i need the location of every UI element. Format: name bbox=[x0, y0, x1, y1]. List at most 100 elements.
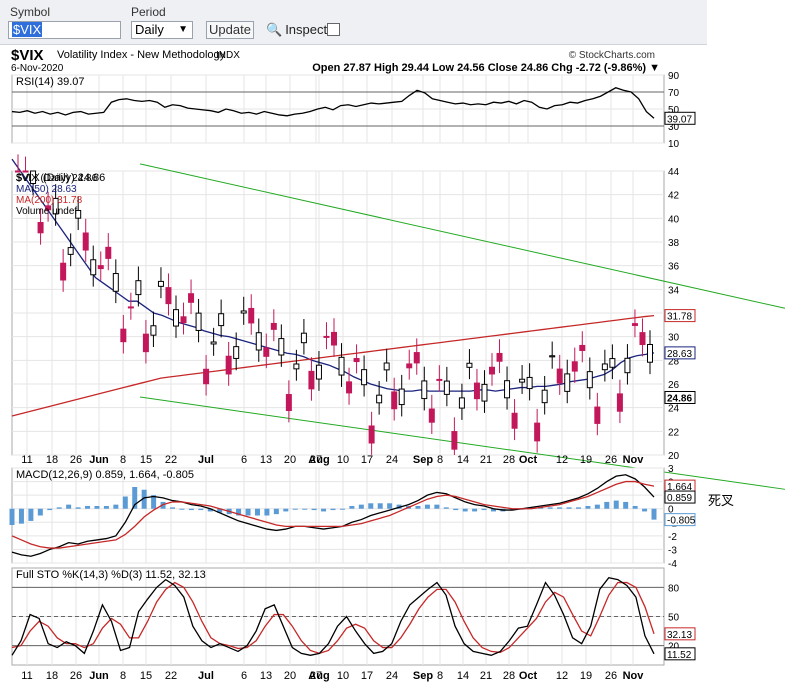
value-box-label: 28.63 bbox=[667, 349, 692, 360]
panel-frame bbox=[11, 467, 665, 564]
macd-histogram-bar bbox=[396, 504, 402, 509]
candle-body bbox=[255, 332, 262, 351]
candle-body bbox=[443, 380, 450, 395]
y-tick-label: 50 bbox=[668, 613, 680, 624]
macd-histogram-bar bbox=[453, 508, 459, 511]
candle-body bbox=[413, 352, 420, 364]
x-tick-label: Oct bbox=[519, 454, 538, 466]
candle-body bbox=[496, 352, 503, 362]
x-tick-label: 17 bbox=[361, 670, 373, 682]
ohlc-readout: Open 27.87 High 29.44 Low 24.56 Close 24… bbox=[312, 62, 660, 74]
y-tick-label: 30 bbox=[668, 122, 680, 133]
candle-body bbox=[142, 333, 149, 353]
candle-body bbox=[504, 380, 511, 399]
x-tick-label: 26 bbox=[70, 670, 82, 682]
candle-body bbox=[353, 358, 360, 363]
macd-histogram-bar bbox=[538, 507, 544, 509]
y-tick-label: 42 bbox=[668, 191, 680, 202]
y-tick-label: 80 bbox=[668, 583, 680, 594]
candle-body bbox=[564, 373, 571, 392]
macd-histogram-bar bbox=[151, 495, 157, 509]
macd-histogram-bar bbox=[207, 508, 213, 512]
macd-histogram-bar bbox=[283, 508, 289, 512]
chart-title-symbol: $VIX bbox=[11, 47, 44, 64]
x-tick-label: 20 bbox=[284, 454, 296, 466]
x-tick-label: Aug bbox=[308, 670, 329, 682]
candle-body bbox=[609, 358, 616, 368]
candle-body bbox=[263, 347, 270, 357]
candle-body bbox=[127, 306, 134, 309]
ma200-line bbox=[11, 314, 655, 417]
value-box-label: 11.52 bbox=[667, 650, 692, 661]
legend-entry: MA(200) 31.78 bbox=[16, 195, 83, 206]
candle-body bbox=[120, 328, 127, 343]
macd-histogram-bar bbox=[311, 508, 317, 511]
x-tick-label: 20 bbox=[284, 670, 296, 682]
candle-body bbox=[556, 368, 563, 384]
y-tick-label: 30 bbox=[668, 333, 680, 344]
candle-body bbox=[526, 376, 533, 390]
value-box-label: 24.86 bbox=[667, 393, 692, 404]
x-tick-label: Nov bbox=[623, 454, 645, 466]
value-box bbox=[664, 513, 696, 527]
x-tick-label: 24 bbox=[386, 454, 398, 466]
symbol-label: Symbol bbox=[10, 5, 51, 19]
macd-histogram-bar bbox=[387, 503, 393, 509]
candle-body bbox=[300, 332, 307, 344]
candle-body bbox=[473, 382, 480, 400]
symbol-input[interactable]: $VIX bbox=[8, 21, 121, 39]
x-tick-label: 14 bbox=[457, 670, 469, 682]
candle-body bbox=[323, 335, 330, 338]
x-tick-label: 24 bbox=[386, 670, 398, 682]
y-tick-label: 10 bbox=[668, 139, 680, 150]
candle-body bbox=[421, 380, 428, 400]
x-tick-label: 6 bbox=[241, 454, 247, 466]
candle-body bbox=[428, 408, 435, 423]
macd-histogram-bar bbox=[434, 504, 440, 509]
candle-body bbox=[82, 232, 89, 251]
period-select[interactable]: Daily ▼ bbox=[131, 21, 193, 39]
macd-histogram-bar bbox=[443, 507, 449, 509]
signal-line bbox=[11, 480, 655, 549]
macd-histogram-bar bbox=[122, 496, 128, 509]
candle-body bbox=[368, 425, 375, 444]
macd-histogram-bar bbox=[358, 504, 364, 509]
macd-histogram-bar bbox=[557, 507, 563, 509]
candle-body bbox=[383, 362, 390, 371]
candle-body bbox=[45, 205, 52, 211]
macd-histogram-bar bbox=[509, 508, 515, 511]
macd-histogram-bar bbox=[188, 508, 194, 511]
macd-histogram-bar bbox=[56, 507, 62, 509]
chart-date: 6-Nov-2020 bbox=[11, 63, 64, 74]
candle-body bbox=[22, 170, 29, 173]
candle-body bbox=[150, 325, 157, 336]
candle-body bbox=[105, 246, 112, 259]
candle-body bbox=[308, 370, 315, 390]
x-tick-label: 11 bbox=[21, 454, 32, 466]
x-tick-label: 8 bbox=[120, 670, 126, 682]
candle-body bbox=[594, 406, 601, 424]
value-box bbox=[664, 390, 696, 404]
update-button[interactable]: Update bbox=[206, 21, 254, 39]
inspect-checkbox[interactable] bbox=[327, 23, 340, 36]
chart-title-desc: Volatility Index - New Methodology bbox=[57, 49, 226, 61]
panel-title: Full STO %K(14,3) %D(3) 11.52, 32.13 bbox=[16, 569, 206, 581]
candle-body bbox=[639, 332, 646, 346]
x-tick-label: 6 bbox=[241, 670, 247, 682]
inspect-toggle[interactable]: 🔍 Inspect bbox=[266, 22, 327, 38]
y-tick-label: 40 bbox=[668, 214, 680, 225]
candle-body bbox=[60, 262, 67, 281]
macd-histogram-bar bbox=[321, 508, 327, 512]
y-tick-label: 26 bbox=[668, 380, 680, 391]
macd-histogram-bar bbox=[368, 503, 374, 509]
value-box bbox=[664, 309, 696, 323]
y-tick-label: 38 bbox=[668, 238, 680, 249]
x-tick-label: 15 bbox=[140, 670, 152, 682]
panel-title: RSI(14) 39.07 bbox=[16, 76, 84, 88]
candle-body bbox=[541, 389, 548, 404]
macd-histogram-bar bbox=[273, 508, 279, 515]
candle-body bbox=[519, 378, 526, 383]
macd-histogram-bar bbox=[113, 504, 119, 509]
x-tick-label: 22 bbox=[165, 670, 177, 682]
